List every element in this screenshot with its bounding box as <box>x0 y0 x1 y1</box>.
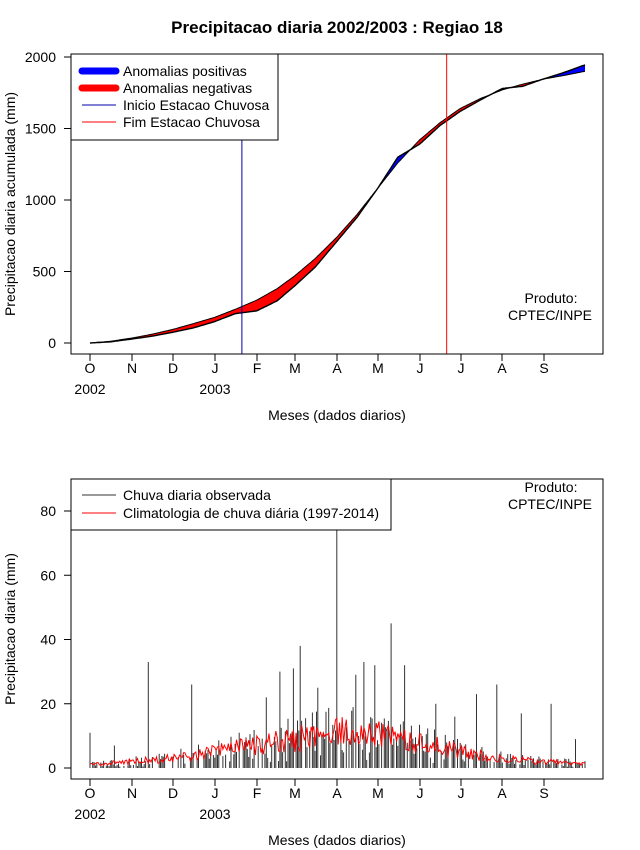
top-month-label: M <box>289 360 301 376</box>
top-year-label: 2003 <box>199 381 230 397</box>
bottom-credit-line2: CPTEC/INPE <box>508 496 592 512</box>
top-curves <box>89 54 586 354</box>
legend-label-start: Inicio Estacao Chuvosa <box>123 97 270 113</box>
top-month-label: S <box>539 360 548 376</box>
top-chart: Precipitacao diaria 2002/2003 : Regiao 1… <box>2 18 604 423</box>
bottom-y-tick-label: 40 <box>40 632 56 648</box>
top-y-tick-label: 1000 <box>25 192 56 208</box>
legend-label-climatology: Climatologia de chuva diária (1997-2014) <box>123 505 379 521</box>
top-month-label: A <box>497 360 507 376</box>
bottom-month-label: A <box>497 785 507 801</box>
top-y-axis: 0 500 1000 1500 2000 <box>25 49 71 351</box>
top-month-label: D <box>168 360 178 376</box>
bottom-month-label: D <box>168 785 178 801</box>
bottom-month-label: S <box>539 785 548 801</box>
top-y-tick-label: 0 <box>48 335 56 351</box>
bottom-y-tick-label: 80 <box>40 503 56 519</box>
negative-anomaly-area <box>90 190 377 343</box>
legend-label-negative: Anomalias negativas <box>123 80 252 96</box>
top-month-label: J <box>417 360 424 376</box>
legend-label-positive: Anomalias positivas <box>123 63 247 79</box>
top-month-label: M <box>372 360 384 376</box>
observed-cumulative-line <box>89 64 586 344</box>
bottom-year-label: 2002 <box>74 806 105 822</box>
bottom-month-label: J <box>212 785 219 801</box>
top-x-axis-label: Meses (dados diarios) <box>268 407 406 423</box>
top-month-label: J <box>212 360 219 376</box>
bottom-month-label: N <box>127 785 137 801</box>
bottom-year-label: 2003 <box>199 806 230 822</box>
bottom-y-tick-label: 20 <box>40 696 56 712</box>
bottom-month-label: M <box>289 785 301 801</box>
climatology-cumulative-line <box>89 70 586 344</box>
bottom-y-axis-label: Precipitacao diaria (mm) <box>2 553 18 705</box>
top-credit-line2: CPTEC/INPE <box>508 307 592 323</box>
bottom-bars <box>89 485 586 768</box>
top-month-label: N <box>127 360 137 376</box>
bottom-month-label: A <box>332 785 342 801</box>
top-month-label: A <box>332 360 342 376</box>
bottom-climatology <box>89 717 586 767</box>
bottom-month-label: J <box>458 785 465 801</box>
top-month-label: J <box>458 360 465 376</box>
climatology-daily-line <box>89 717 586 767</box>
legend-label-end: Fim Estacao Chuvosa <box>123 114 260 130</box>
top-y-tick-label: 1500 <box>25 121 56 137</box>
bottom-chart: 0 20 40 60 80 O N D J F M A M J J A S 2002 2003 Precipita… <box>2 478 604 848</box>
bottom-y-axis: 0 20 40 60 80 <box>40 503 71 776</box>
bottom-month-label: F <box>253 785 262 801</box>
top-legend: Anomalias positivas Anomalias negativas … <box>70 53 279 141</box>
bottom-month-label: O <box>85 785 96 801</box>
bottom-x-axis: O N D J F M A M J J A S 2002 2003 <box>74 779 549 822</box>
bottom-legend-box <box>70 478 392 531</box>
positive-anomaly-area <box>541 64 585 80</box>
bottom-y-tick-label: 60 <box>40 567 56 583</box>
top-chart-title: Precipitacao diaria 2002/2003 : Regiao 1… <box>171 18 503 37</box>
top-credit-line1: Produto: <box>525 290 578 306</box>
top-y-tick-label: 2000 <box>25 49 56 65</box>
top-y-tick-label: 500 <box>33 264 57 280</box>
bottom-legend: Chuva diaria observada Climatologia de c… <box>70 478 392 531</box>
top-month-label: F <box>253 360 262 376</box>
bottom-month-label: J <box>417 785 424 801</box>
top-y-axis-label: Precipitacao diaria acumulada (mm) <box>2 92 18 316</box>
bottom-credit-line1: Produto: <box>525 479 578 495</box>
top-x-axis: O N D J F M A M J J A S 2002 2003 <box>74 354 549 397</box>
top-year-label: 2002 <box>74 381 105 397</box>
top-month-label: O <box>85 360 96 376</box>
bottom-month-label: M <box>372 785 384 801</box>
bottom-x-axis-label: Meses (dados diarios) <box>268 832 406 848</box>
legend-label-observed: Chuva diaria observada <box>123 487 271 503</box>
bottom-y-tick-label: 0 <box>48 760 56 776</box>
